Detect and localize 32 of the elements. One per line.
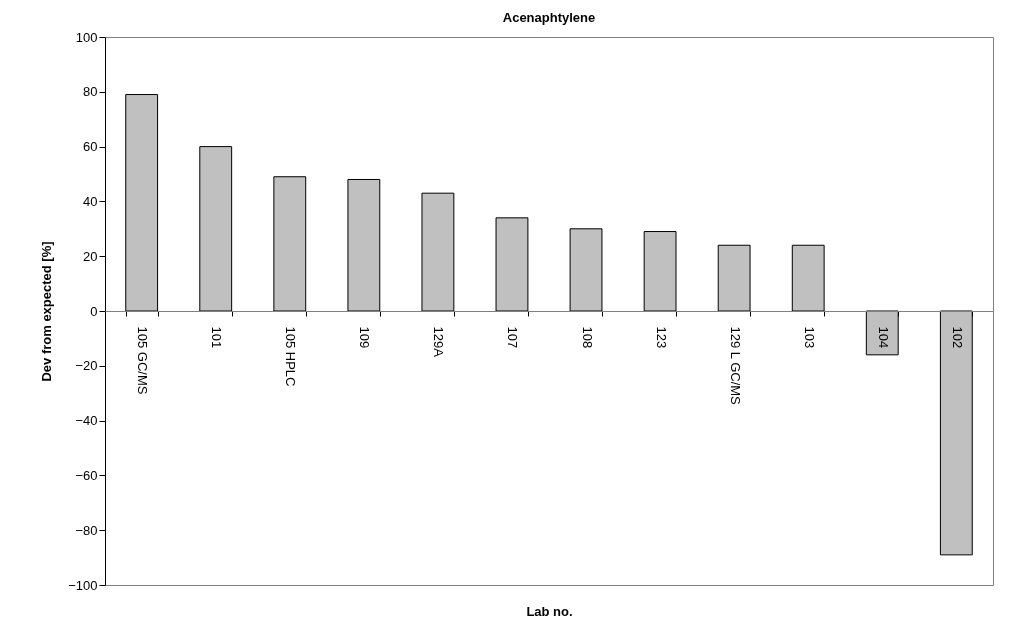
x-tick-label: 103 [801,326,817,349]
bar [865,310,899,356]
x-tick-label: 108 [579,326,595,349]
x-tick-label: 104 [875,326,891,349]
x-tick-label: 123 [653,326,669,349]
bar [347,178,381,312]
y-tick-label: −80 [75,522,98,538]
y-tick-label: 20 [83,248,98,264]
y-axis-title: Dev from expected [%] [39,241,55,382]
y-tick-label: −40 [75,413,98,429]
x-tick-label: 107 [505,326,521,349]
x-axis-title: Lab no. [526,603,573,619]
x-tick-label: 129 L GC/MS [727,326,743,406]
y-tick-label: 80 [83,84,98,100]
y-tick-label: 40 [83,193,98,209]
bar [421,192,455,312]
chart-title: Acenaphtylene [502,10,596,25]
y-tick-label: 0 [90,303,98,319]
bar [273,176,307,312]
x-tick-label: 109 [357,326,373,349]
x-tick-label: 129A [431,326,447,358]
bar [939,310,973,556]
x-tick-label: 105 HPLC [283,326,299,387]
x-tick-label: 101 [209,326,225,349]
y-tick-label: 60 [83,139,98,155]
y-tick-label: 100 [75,29,98,45]
y-tick-label: −100 [68,577,98,593]
bar [199,146,233,312]
x-tick-label: 105 GC/MS [135,326,151,395]
x-tick-label: 102 [949,326,965,349]
y-tick-label: −20 [75,358,98,374]
y-tick-label: −60 [75,467,98,483]
